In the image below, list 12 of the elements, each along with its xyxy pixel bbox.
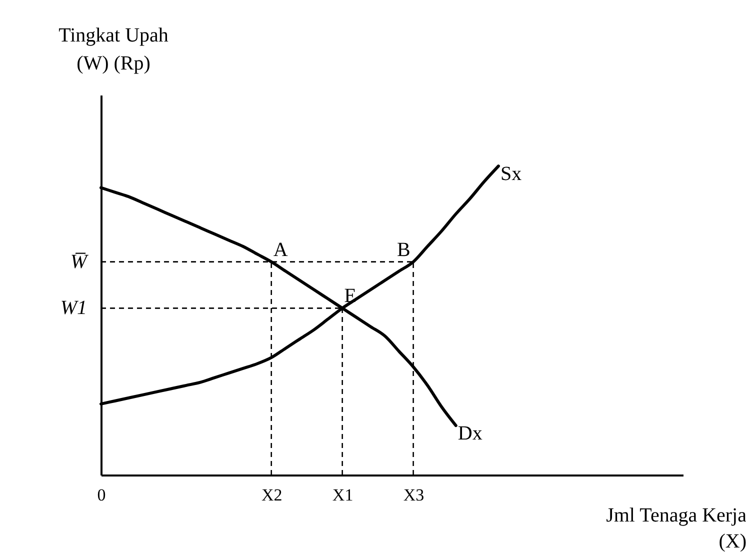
x-tick-label: 0 (97, 486, 106, 504)
x-tick-label: X3 (403, 486, 424, 504)
ref-line-label: W̅ (70, 250, 90, 273)
series-label: Dx (458, 422, 482, 445)
series-label: Sx (500, 163, 522, 186)
y-axis-title: Tingkat Upah (W) (Rp) (58, 24, 168, 74)
x-axis-title: Jml Tenaga Kerja (X) (606, 504, 746, 552)
x-tick-label: X1 (332, 486, 354, 504)
x-tick-label: X2 (261, 486, 282, 504)
annotation: A (273, 238, 288, 261)
annotation: B (396, 238, 410, 261)
ref-line-label: W1 (60, 297, 87, 320)
